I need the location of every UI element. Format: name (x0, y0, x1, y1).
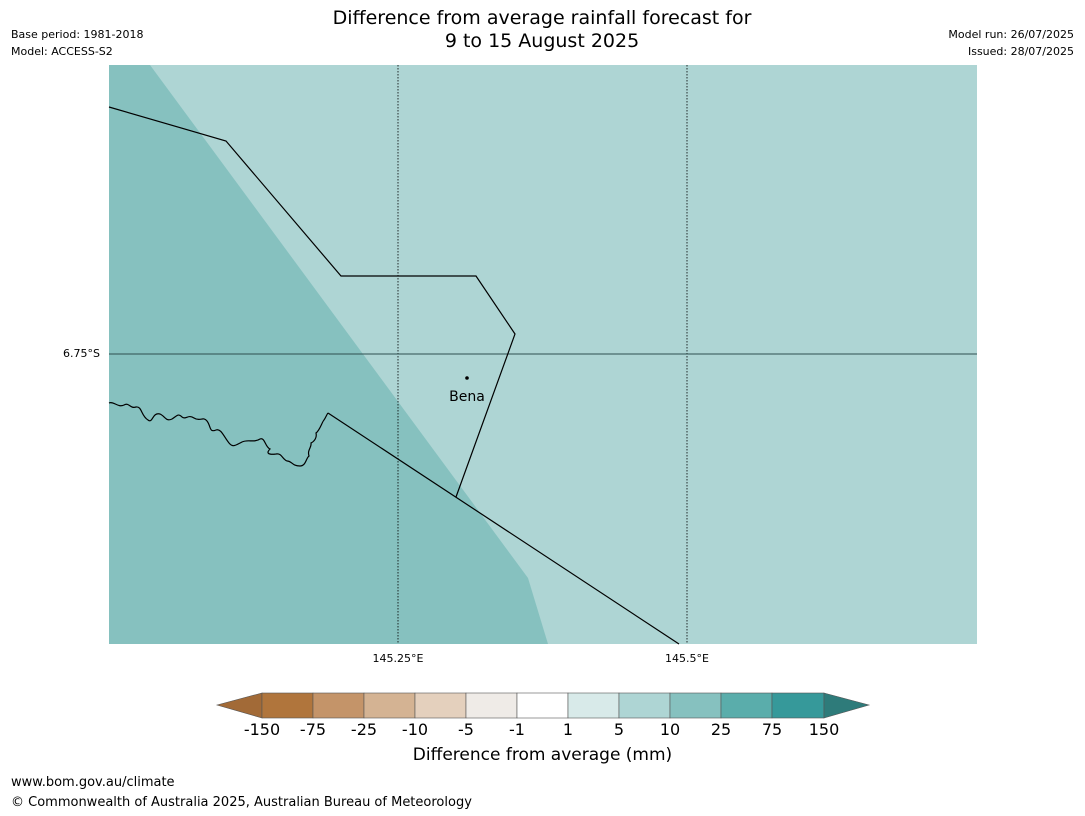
latitude-label: 6.75°S (63, 347, 100, 360)
colorbar-tick-label: -75 (299, 720, 327, 739)
colorbar-tick-label: -25 (350, 720, 378, 739)
footer-url: www.bom.gov.au/climate (11, 775, 175, 790)
title-line-1: Difference from average rainfall forecas… (332, 7, 752, 29)
colorbar-tick-label: 10 (659, 720, 681, 739)
colorbar-tick-label: 1 (562, 720, 574, 739)
colorbar-tick-label: -5 (458, 720, 474, 739)
base-period-text: Base period: 1981-2018 (11, 28, 144, 41)
colorbar-swatch (414, 692, 467, 719)
province-border-south (327, 412, 680, 645)
province-border-north (108, 106, 516, 498)
issued-text: Issued: 28/07/2025 (967, 45, 1074, 58)
colorbar-tick-label: -1 (509, 720, 525, 739)
colorbar-tick-label: -150 (243, 720, 281, 739)
colorbar-swatch (465, 692, 518, 719)
colorbar-swatch (363, 692, 416, 719)
colorbar-swatch (618, 692, 671, 719)
coastline (108, 402, 329, 467)
colorbar-swatch (312, 692, 365, 719)
footer-copyright: © Commonwealth of Australia 2025, Austra… (11, 795, 472, 810)
colorbar-swatch (516, 692, 569, 719)
colorbar-swatch (567, 692, 620, 719)
colorbar-tick-label: 150 (808, 720, 840, 739)
meta-right: Model run: 26/07/2025 Issued: 28/07/2025 (948, 26, 1074, 60)
colorbar-tick-label: -10 (401, 720, 429, 739)
colorbar-tick-label: 75 (761, 720, 783, 739)
colorbar-lower-extend (215, 692, 263, 719)
bena-label: Bena (449, 389, 485, 405)
colorbar-swatch (771, 692, 825, 719)
longitude-label-1: 145.25°E (372, 652, 424, 665)
colorbar-upper-extend (823, 692, 871, 719)
colorbar (215, 692, 871, 719)
model-run-text: Model run: 26/07/2025 (948, 28, 1074, 41)
colorbar-tick-label: 5 (613, 720, 625, 739)
colorbar-swatch (669, 692, 722, 719)
colorbar-title: Difference from average (mm) (412, 745, 673, 765)
meta-left: Base period: 1981-2018 Model: ACCESS-S2 (11, 26, 143, 60)
bena-marker (465, 376, 469, 380)
map-panel: Bena (108, 65, 977, 645)
model-text: Model: ACCESS-S2 (11, 45, 113, 58)
colorbar-swatch (261, 692, 314, 719)
colorbar-tick-label: 25 (710, 720, 732, 739)
map-title: Difference from average rainfall forecas… (242, 7, 842, 53)
title-line-2: 9 to 15 August 2025 (444, 30, 640, 52)
longitude-label-2: 145.5°E (665, 652, 709, 665)
colorbar-swatch (720, 692, 773, 719)
